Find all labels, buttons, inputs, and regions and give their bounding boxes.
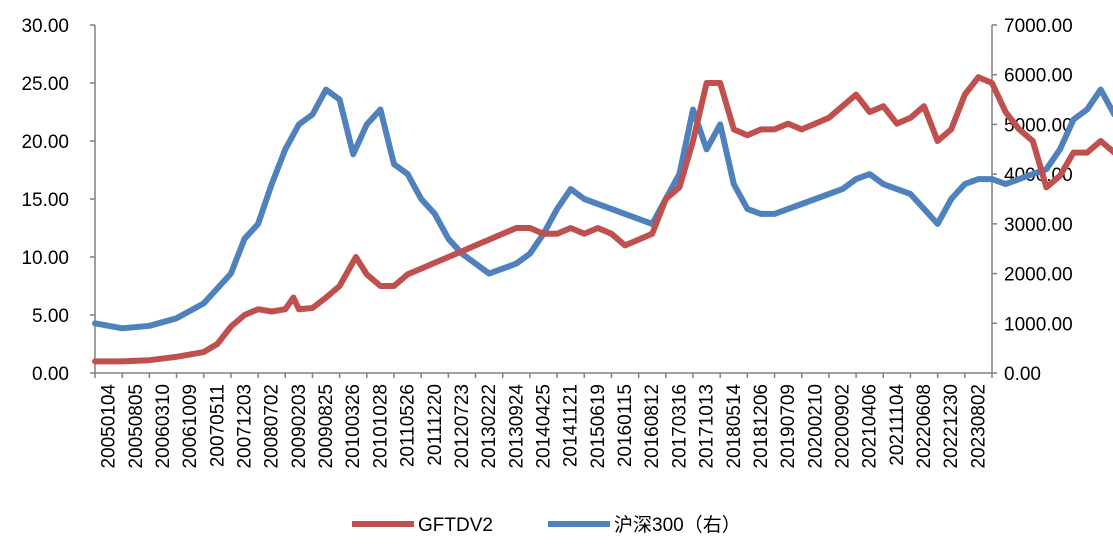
x-tick-label: 20200210 <box>805 384 826 469</box>
x-tick-label: 20221230 <box>941 384 962 469</box>
x-tick-label: 20060310 <box>153 384 174 469</box>
left-tick-label: 5.00 <box>32 306 69 327</box>
x-tick-label: 20190709 <box>778 384 799 469</box>
x-tick-label: 20181206 <box>751 384 772 469</box>
right-tick-label: 2000.00 <box>1004 265 1073 286</box>
x-axis: 20050104 20050805 20060310 20061009 20070511… <box>94 372 993 469</box>
legend: GFTDV2 沪深300（右） <box>352 514 741 536</box>
series-layer <box>92 74 1113 365</box>
x-tick-label: 20050104 <box>99 384 120 469</box>
x-tick-label: 20061009 <box>180 384 201 469</box>
left-tick-label: 30.00 <box>21 16 69 37</box>
x-tick-label: 20090203 <box>289 384 310 469</box>
x-tick-label: 20171013 <box>697 384 718 469</box>
x-tick-label: 20100326 <box>343 384 364 469</box>
legend-label-gftdv2: GFTDV2 <box>418 515 493 536</box>
left-tick-label: 25.00 <box>21 74 69 95</box>
x-tick-label: 20160115 <box>615 384 636 467</box>
x-tick-label: 20141121 <box>561 384 582 467</box>
x-tick-label: 20130222 <box>479 384 500 469</box>
right-axis-ticks: 0.001000.002000.003000.004000.005000.006… <box>992 16 1073 385</box>
x-tick-label: 20230802 <box>968 384 989 469</box>
right-tick-label: 1000.00 <box>1004 314 1073 335</box>
legend-label-csi300: 沪深300（右） <box>614 514 741 536</box>
x-tick-label: 20170316 <box>669 384 690 469</box>
x-tick-label: 20071203 <box>235 384 256 469</box>
left-tick-label: 15.00 <box>21 190 69 211</box>
x-tick-label: 20120723 <box>452 384 473 469</box>
right-tick-label: 7000.00 <box>1004 16 1073 37</box>
right-axis: 0.001000.002000.003000.004000.005000.006… <box>991 16 1073 385</box>
right-tick-label: 6000.00 <box>1004 66 1073 87</box>
x-tick-label: 20210406 <box>860 384 881 469</box>
x-tick-label: 20150619 <box>588 384 609 469</box>
x-tick-label: 20130924 <box>506 384 527 469</box>
left-tick-label: 20.00 <box>21 132 69 153</box>
left-axis: 0.00 5.00 10.00 15.00 20.00 25.00 30.00 <box>21 16 96 385</box>
x-tick-label: 20050805 <box>126 384 147 469</box>
left-axis-ticks: 0.00 5.00 10.00 15.00 20.00 25.00 30.00 <box>21 16 95 385</box>
x-tick-label: 20220608 <box>914 384 935 469</box>
x-tick-label: 20080702 <box>262 384 283 469</box>
x-tick-label: 20070511 <box>207 384 228 467</box>
x-tick-label: 20090825 <box>316 384 337 469</box>
x-tick-label: 20101028 <box>370 384 391 469</box>
right-tick-label: 0.00 <box>1004 364 1041 385</box>
left-tick-label: 10.00 <box>21 248 69 269</box>
x-tick-label: 20160812 <box>642 384 663 469</box>
x-axis-ticks: 20050104 20050805 20060310 20061009 20070511… <box>94 373 993 469</box>
x-tick-label: 20140425 <box>534 384 555 469</box>
right-tick-label: 3000.00 <box>1004 215 1073 236</box>
left-tick-label: 0.00 <box>32 364 69 385</box>
x-tick-label: 20111220 <box>425 384 446 466</box>
x-tick-label: 20200902 <box>833 384 854 469</box>
series-line-gftdv2 <box>92 74 1113 365</box>
x-tick-label: 20110526 <box>398 384 419 467</box>
x-tick-label: 20180514 <box>724 384 745 469</box>
series-line-csi300 <box>92 86 1113 332</box>
x-tick-label: 20211104 <box>887 384 908 466</box>
